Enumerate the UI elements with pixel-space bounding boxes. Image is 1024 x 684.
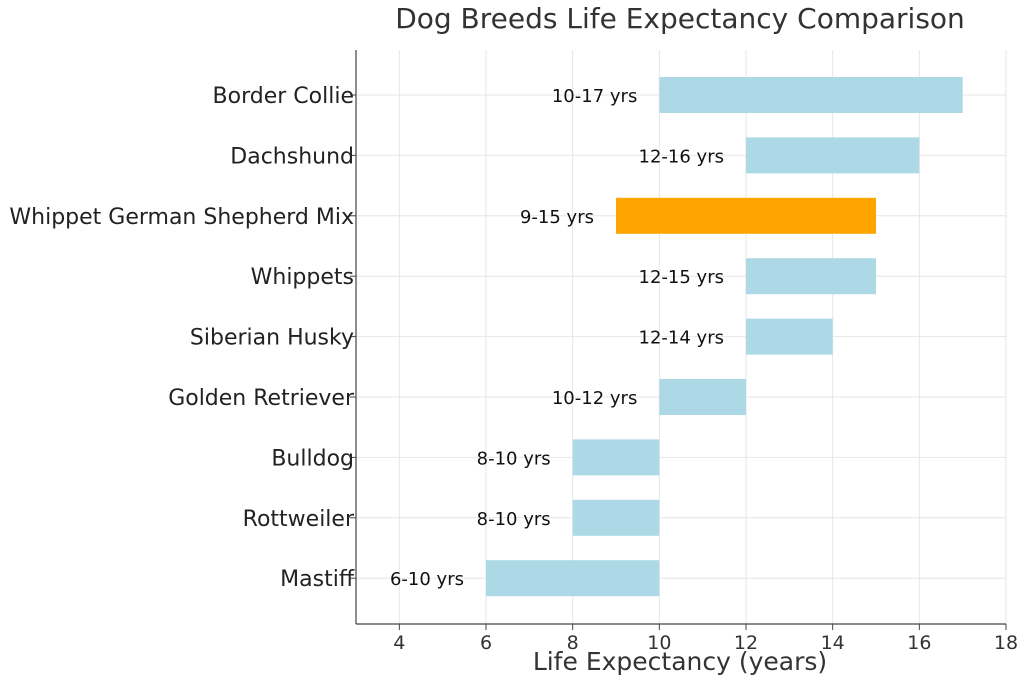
- data-label: 9-15 yrs: [520, 207, 594, 228]
- category-label: Border Collie: [213, 84, 354, 109]
- axis-layer: 4 6 8 10 12 14 16 18: [350, 50, 1018, 654]
- bar: [746, 137, 920, 174]
- bar: [572, 499, 660, 536]
- data-label: 10-12 yrs: [552, 388, 637, 409]
- category-label: Siberian Husky: [190, 326, 354, 351]
- x-tick-label: 18: [994, 632, 1018, 654]
- category-label: Whippet German Shepherd Mix: [9, 205, 354, 230]
- category-label: Golden Retriever: [168, 386, 355, 411]
- category-label: Bulldog: [271, 446, 354, 471]
- bar: [486, 560, 660, 597]
- x-tick-label: 6: [480, 632, 492, 654]
- label-layer: Border Collie 10-17 yrs Dachshund 12-16 yrs…: [9, 84, 724, 592]
- data-label: 6-10 yrs: [390, 569, 464, 590]
- x-tick-label: 12: [734, 632, 758, 654]
- x-tick-label: 4: [393, 632, 405, 654]
- bar: [746, 258, 876, 295]
- data-label: 8-10 yrs: [477, 448, 551, 469]
- bar: [572, 439, 660, 476]
- x-tick-label: 16: [907, 632, 931, 654]
- data-label: 12-14 yrs: [639, 328, 724, 349]
- data-label: 8-10 yrs: [477, 509, 551, 530]
- data-label: 12-15 yrs: [639, 267, 724, 288]
- bar: [746, 318, 833, 355]
- data-label: 10-17 yrs: [552, 86, 637, 107]
- category-label: Whippets: [251, 265, 354, 290]
- x-axis-label: Life Expectancy (years): [533, 647, 827, 676]
- bar: [659, 379, 746, 415]
- category-label: Rottweiler: [243, 507, 355, 532]
- x-tick-label: 14: [821, 632, 845, 654]
- category-label: Dachshund: [230, 144, 354, 169]
- bar: [659, 77, 963, 113]
- x-tick-label: 10: [647, 632, 671, 654]
- category-label: Mastiff: [280, 567, 355, 592]
- chart-title: Dog Breeds Life Expectancy Comparison: [395, 2, 965, 35]
- data-label: 12-16 yrs: [639, 146, 724, 167]
- bar-layer: [486, 77, 963, 597]
- x-tick-label: 8: [567, 632, 579, 654]
- bar: [616, 197, 876, 234]
